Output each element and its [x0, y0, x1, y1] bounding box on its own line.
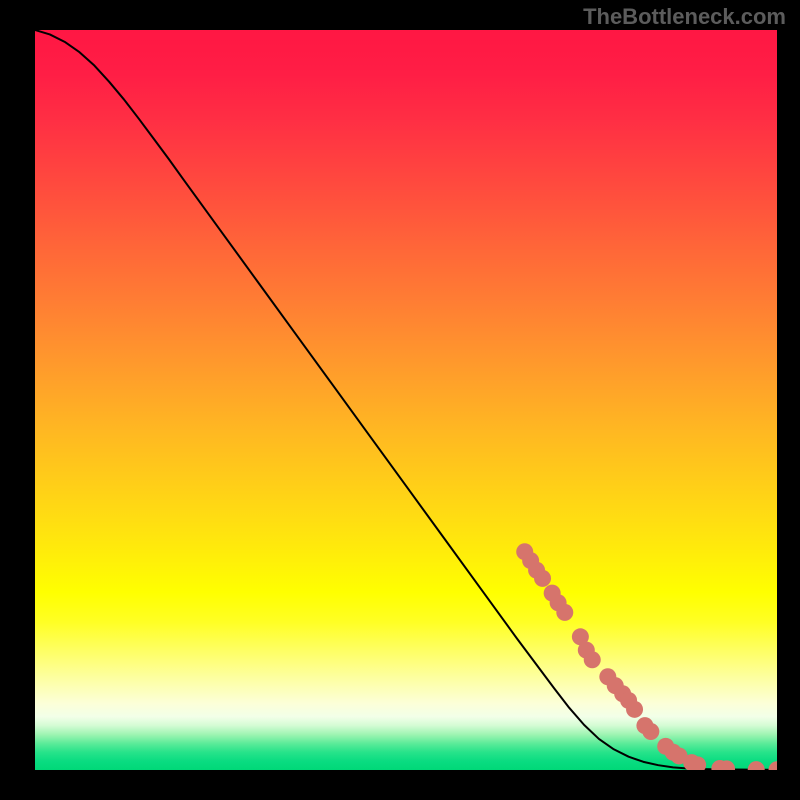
chart-overlay — [35, 30, 777, 770]
data-marker — [769, 761, 778, 770]
data-marker — [556, 604, 573, 621]
curve-line — [35, 30, 777, 770]
chart-stage: TheBottleneck.com — [0, 0, 800, 800]
data-marker — [626, 701, 643, 718]
watermark-text: TheBottleneck.com — [583, 4, 786, 30]
data-marker — [642, 723, 659, 740]
data-marker — [534, 570, 551, 587]
data-marker — [748, 761, 765, 770]
data-marker — [584, 651, 601, 668]
plot-area — [35, 30, 777, 770]
